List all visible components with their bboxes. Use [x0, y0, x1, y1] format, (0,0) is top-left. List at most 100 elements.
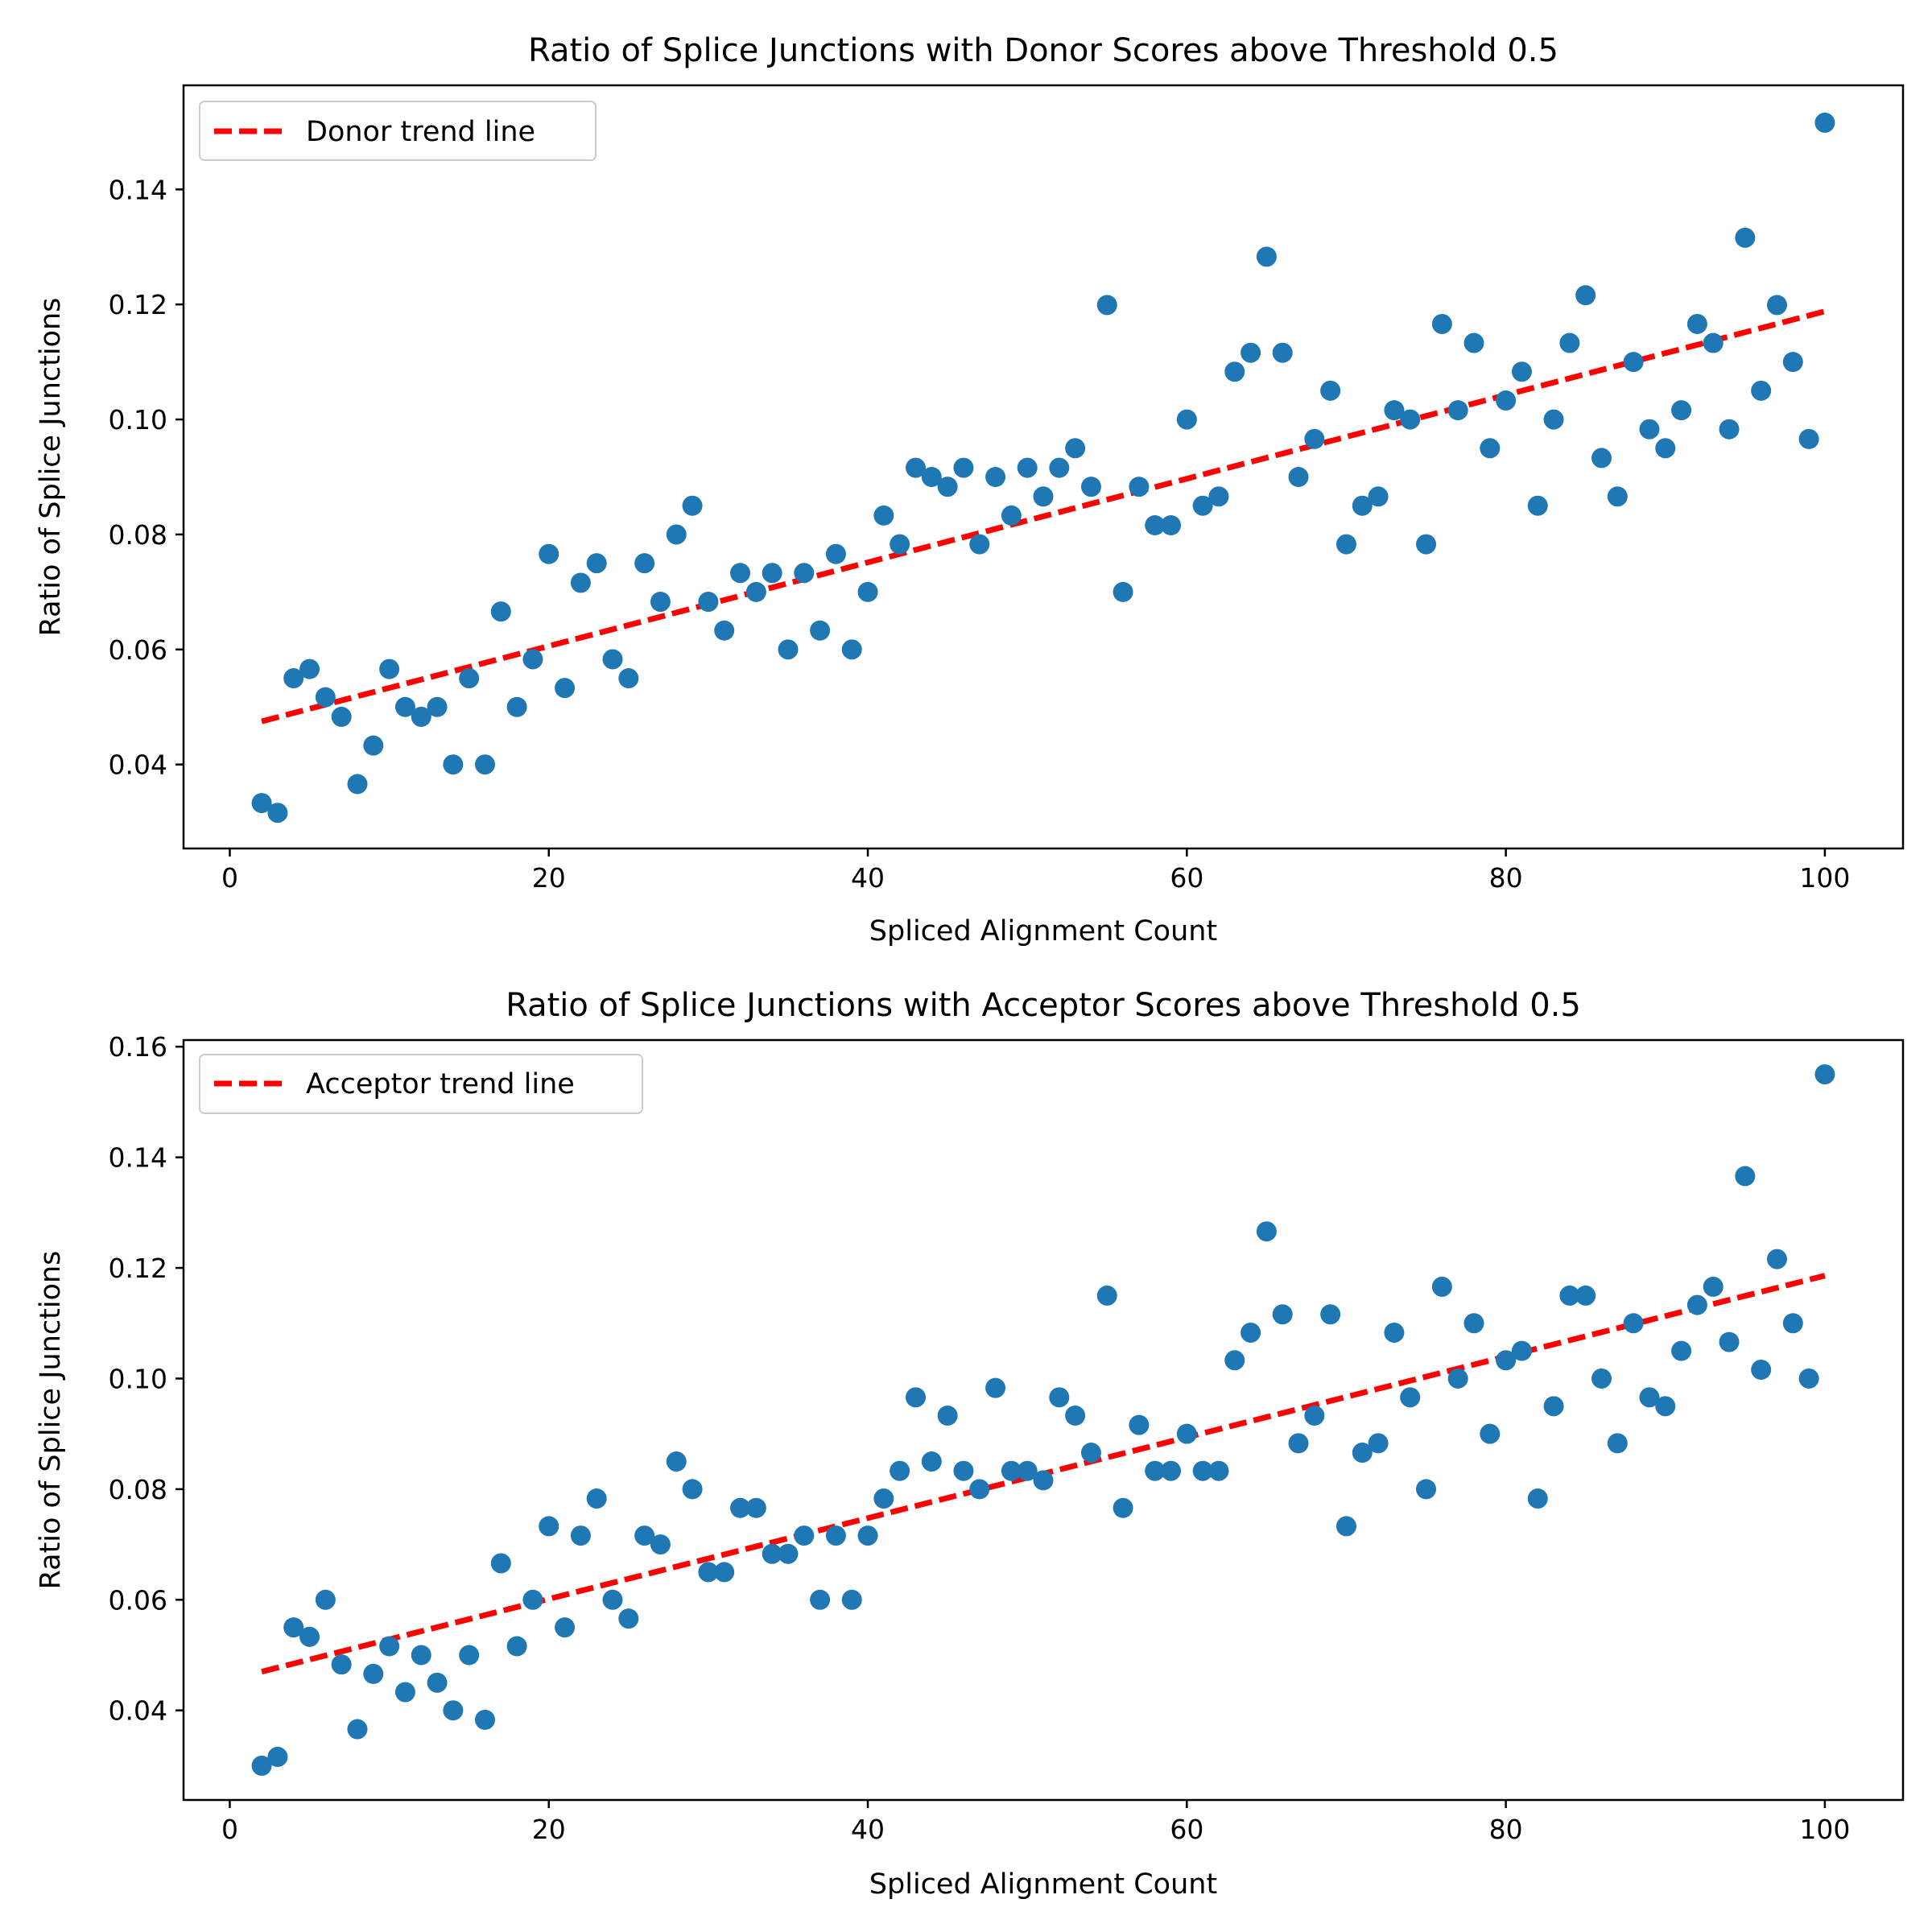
donor-data-point: [1591, 448, 1612, 469]
donor-data-point: [1096, 295, 1117, 316]
acceptor-data-point: [953, 1460, 974, 1481]
acceptor-data-point: [1096, 1285, 1117, 1306]
donor-data-point: [1129, 477, 1150, 497]
acceptor-data-point: [1176, 1423, 1197, 1444]
donor-data-point: [1639, 419, 1660, 440]
donor-data-point: [1782, 352, 1803, 373]
acceptor-y-tick-label: 0.14: [109, 1142, 167, 1174]
donor-data-point: [873, 505, 894, 526]
acceptor-data-point: [1735, 1166, 1756, 1187]
donor-data-point: [1686, 313, 1707, 334]
acceptor-chart: Ratio of Splice Junctions with Acceptor …: [35, 987, 1905, 1901]
acceptor-data-point: [937, 1406, 958, 1426]
donor-y-axis-label: Ratio of Splice Junctions: [35, 298, 67, 637]
acceptor-y-tick-label: 0.06: [109, 1584, 167, 1616]
donor-data-point: [1352, 495, 1373, 516]
acceptor-data-point: [506, 1636, 527, 1657]
acceptor-x-tick-label: 80: [1489, 1814, 1523, 1845]
acceptor-data-point: [1017, 1460, 1038, 1481]
acceptor-data-point: [459, 1645, 480, 1666]
acceptor-y-axis-label: Ratio of Splice Junctions: [35, 1251, 67, 1590]
acceptor-y-tick-label: 0.12: [109, 1253, 167, 1284]
acceptor-data-point: [1671, 1340, 1692, 1361]
donor-data-point: [1033, 486, 1054, 507]
donor-data-point: [1719, 419, 1740, 440]
donor-data-point: [953, 457, 974, 478]
acceptor-data-point: [602, 1589, 623, 1610]
donor-data-point: [1798, 428, 1819, 449]
donor-data-point: [1017, 457, 1038, 478]
donor-data-point: [1049, 457, 1070, 478]
donor-chart-title: Ratio of Splice Junctions with Donor Sco…: [528, 32, 1558, 69]
acceptor-data-point: [857, 1525, 878, 1546]
acceptor-data-point: [1368, 1433, 1389, 1454]
acceptor-data-point: [682, 1479, 703, 1500]
acceptor-data-point: [634, 1525, 655, 1546]
donor-data-point: [267, 803, 288, 824]
donor-data-point: [1814, 112, 1835, 133]
acceptor-data-point: [539, 1516, 559, 1537]
acceptor-x-tick-label: 20: [532, 1814, 566, 1845]
donor-data-point: [1559, 332, 1580, 353]
acceptor-data-point: [1463, 1313, 1484, 1334]
acceptor-data-point: [794, 1525, 815, 1546]
donor-axes-frame: [182, 84, 1905, 850]
donor-data-point: [1145, 515, 1166, 536]
acceptor-data-point: [1480, 1423, 1501, 1444]
acceptor-data-point: [315, 1589, 336, 1610]
donor-data-point: [1065, 438, 1086, 459]
donor-data-point: [1431, 313, 1452, 334]
donor-data-point: [985, 467, 1006, 488]
acceptor-data-point: [1241, 1322, 1261, 1343]
acceptor-data-point: [1655, 1396, 1676, 1417]
acceptor-x-tick-label: 0: [221, 1814, 238, 1845]
donor-trend-line: [261, 308, 1826, 724]
acceptor-data-point: [1527, 1488, 1548, 1509]
acceptor-data-point: [1304, 1406, 1325, 1426]
acceptor-data-point: [905, 1387, 926, 1408]
donor-data-point: [474, 754, 495, 775]
acceptor-data-point: [1384, 1322, 1405, 1343]
donor-y-tick-label: 0.12: [109, 289, 167, 320]
donor-data-point: [331, 706, 352, 727]
donor-data-point: [586, 553, 607, 574]
donor-data-point: [1272, 342, 1293, 363]
acceptor-data-point: [1161, 1460, 1182, 1481]
donor-data-point: [969, 534, 990, 555]
acceptor-data-point: [1288, 1433, 1309, 1454]
donor-data-point: [283, 668, 304, 689]
donor-data-point: [1575, 285, 1596, 306]
donor-data-point: [634, 553, 655, 574]
acceptor-data-point: [1113, 1497, 1133, 1518]
acceptor-data-point: [1352, 1443, 1373, 1463]
donor-data-point: [1080, 477, 1101, 497]
acceptor-data-point: [698, 1562, 719, 1583]
donor-data-point: [1751, 380, 1772, 401]
donor-data-point: [937, 477, 958, 497]
acceptor-x-tick-label: 40: [851, 1814, 885, 1845]
donor-data-point: [1368, 486, 1389, 507]
acceptor-data-point: [1591, 1368, 1612, 1389]
acceptor-data-point: [666, 1451, 687, 1472]
donor-data-point: [1320, 380, 1341, 401]
acceptor-data-point: [427, 1672, 448, 1693]
donor-data-point: [730, 563, 751, 584]
acceptor-data-point: [714, 1562, 735, 1583]
donor-data-point: [1335, 534, 1356, 555]
donor-data-point: [841, 639, 862, 660]
donor-data-point: [1176, 409, 1197, 430]
acceptor-axes-frame: [182, 1038, 1905, 1802]
acceptor-data-point: [1033, 1470, 1054, 1491]
acceptor-data-point: [1719, 1331, 1740, 1352]
acceptor-data-point: [969, 1479, 990, 1500]
acceptor-data-point: [1431, 1276, 1452, 1297]
acceptor-data-point: [1001, 1460, 1022, 1481]
acceptor-chart-title: Ratio of Splice Junctions with Acceptor …: [506, 987, 1581, 1024]
donor-x-tick-label: 0: [221, 862, 238, 894]
acceptor-data-point: [921, 1451, 942, 1472]
donor-data-point: [905, 457, 926, 478]
donor-data-point: [890, 534, 910, 555]
acceptor-data-point: [411, 1645, 431, 1666]
acceptor-data-point: [1272, 1304, 1293, 1325]
acceptor-data-point: [762, 1543, 782, 1564]
